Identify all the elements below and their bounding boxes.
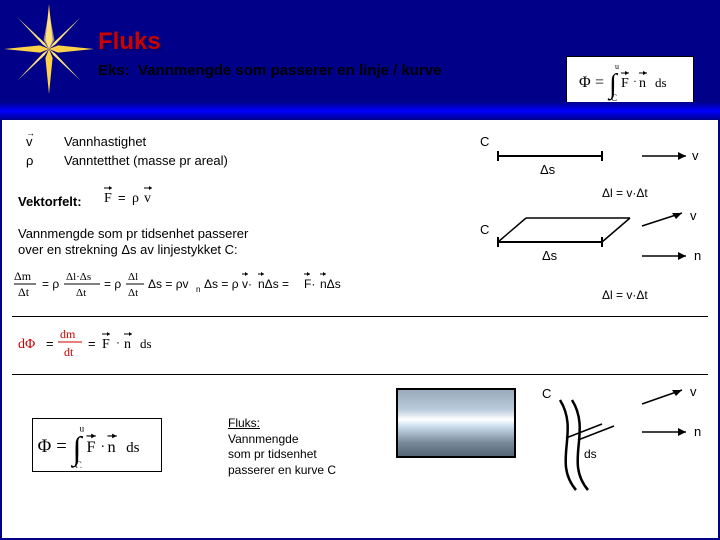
svg-text:F·: F· — [304, 277, 315, 291]
svg-text:n: n — [124, 337, 131, 352]
symbol-v: →v — [26, 134, 46, 149]
subtitle-prefix: Eks: — [98, 62, 130, 79]
svg-text:Φ: Φ — [38, 436, 52, 457]
content-card: →v ρ Vannhastighet Vanntetthet (masse pr… — [2, 120, 718, 538]
svg-text:n: n — [694, 248, 701, 263]
svg-text:Δt: Δt — [128, 287, 138, 299]
main-text-line1: Vannmengde som pr tidsenhet passerer — [18, 226, 248, 241]
vektorfelt-equation: F = ρ v — [102, 182, 172, 210]
svg-text:u: u — [80, 424, 85, 434]
horizontal-divider-1 — [12, 316, 708, 317]
starburst-icon — [4, 4, 94, 94]
svg-text:n: n — [107, 437, 115, 456]
svg-text:Δs: Δs — [540, 162, 556, 177]
main-text-line2: over en strekning Δs av linjestykket C: — [18, 242, 238, 257]
svg-text:ρ: ρ — [132, 191, 139, 206]
svg-text:C: C — [75, 460, 82, 468]
river-photo — [396, 388, 516, 458]
svg-text:v: v — [690, 384, 697, 399]
svg-text:Δm: Δm — [14, 269, 32, 283]
svg-text:F: F — [102, 337, 110, 352]
svg-text:= ρ: = ρ — [104, 277, 121, 291]
flux-integral-box-bottom: Φ = ∫ C u F · n ds — [32, 418, 162, 472]
svg-text:F: F — [621, 76, 629, 91]
equation-strip: Δm Δt = ρ Δl·Δs Δt = ρ Δl Δt Δs = ρv n Δ… — [14, 266, 394, 302]
svg-text:n: n — [639, 76, 646, 91]
svg-text:F: F — [104, 191, 112, 206]
subtitle-text: Vannmengde som passerer en linje / kurve — [138, 62, 441, 79]
svg-text:Δs: Δs — [542, 248, 558, 263]
svg-text:Δl: Δl — [128, 271, 138, 283]
svg-text:=: = — [56, 436, 67, 457]
svg-text:dΦ: dΦ — [18, 337, 35, 352]
diag2-dl: Δl = v·Δt — [602, 288, 648, 302]
fluks-def-l1: Vannmengde — [228, 432, 299, 446]
horizontal-divider-2 — [12, 374, 708, 375]
svg-text:·: · — [100, 437, 105, 453]
vektorfelt-label: Vektorfelt: — [18, 194, 82, 209]
svg-text:=: = — [88, 336, 96, 351]
svg-text:v: v — [692, 148, 699, 163]
svg-text:C: C — [480, 222, 489, 237]
svg-text:n: n — [196, 285, 200, 294]
svg-text:Φ: Φ — [579, 74, 591, 91]
dphi-equation: dΦ = dm dt = F · n ds — [18, 324, 208, 362]
gradient-band — [0, 102, 720, 120]
svg-text:Δt: Δt — [18, 285, 30, 299]
svg-text:Δs = ρv: Δs = ρv — [148, 277, 189, 291]
svg-text:ds: ds — [126, 440, 140, 456]
svg-text:ds: ds — [655, 75, 667, 90]
diagram-1: C Δs v — [472, 128, 702, 188]
svg-text:dt: dt — [64, 345, 74, 359]
flux-integral-box-top: Φ = ∫ C u F · n ds — [566, 56, 694, 106]
symbol-definitions: →v ρ Vannhastighet Vanntetthet (masse pr… — [26, 134, 228, 168]
def-v: Vannhastighet — [64, 134, 228, 149]
svg-text:=: = — [118, 190, 126, 205]
def-rho: Vanntetthet (masse pr areal) — [64, 153, 228, 168]
fluks-definition: Fluks: Vannmengde som pr tidsenhet passe… — [228, 416, 378, 478]
svg-text:Δs = ρ: Δs = ρ — [204, 277, 239, 291]
svg-text:ds: ds — [140, 336, 152, 351]
main-description: Vannmengde som pr tidsenhet passerer ove… — [18, 226, 318, 259]
svg-text:·: · — [633, 74, 637, 88]
svg-text:C: C — [611, 93, 617, 101]
svg-text:=: = — [46, 336, 54, 351]
svg-text:v·: v· — [242, 277, 252, 291]
diag1-dl: Δl = v·Δt — [602, 186, 648, 200]
svg-text:C: C — [542, 386, 551, 401]
slide-title: Fluks — [98, 28, 700, 56]
fluks-def-heading: Fluks: — [228, 416, 260, 430]
svg-text:n: n — [694, 424, 701, 439]
svg-text:nΔs: nΔs — [320, 277, 341, 291]
svg-text:= ρ: = ρ — [42, 277, 59, 291]
fluks-def-l3: passerer en kurve C — [228, 463, 336, 477]
svg-text:nΔs =: nΔs = — [258, 277, 289, 291]
diag1-C: C — [480, 134, 489, 149]
svg-text:v: v — [144, 191, 151, 206]
svg-text:=: = — [595, 74, 604, 91]
svg-text:Δl·Δs: Δl·Δs — [66, 271, 91, 283]
svg-text:ds: ds — [584, 447, 597, 461]
svg-text:·: · — [116, 335, 120, 349]
svg-text:dm: dm — [60, 327, 76, 341]
svg-text:v: v — [690, 208, 697, 223]
svg-text:Δt: Δt — [76, 287, 86, 299]
diagram-2: C Δs v n — [472, 208, 712, 288]
fluks-def-l2: som pr tidsenhet — [228, 447, 317, 461]
svg-text:u: u — [615, 62, 619, 71]
symbol-rho: ρ — [26, 153, 46, 168]
svg-text:F: F — [87, 437, 96, 456]
diagram-3: C ds v n — [542, 382, 720, 502]
